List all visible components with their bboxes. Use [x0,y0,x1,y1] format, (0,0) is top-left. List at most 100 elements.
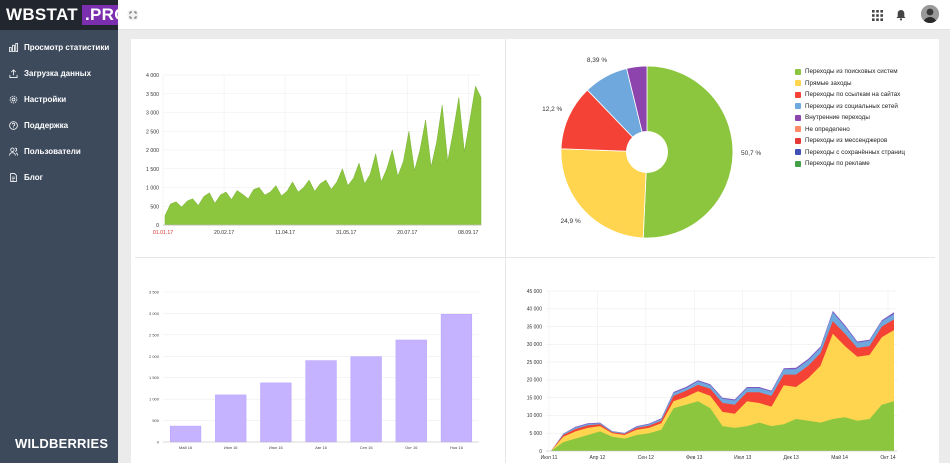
traffic-sources-pie-chart [560,65,734,239]
legend-label: Внутренние переходы [805,114,870,122]
visits-area [164,85,482,226]
legend-checkbox[interactable] [795,149,801,156]
sidebar-item-label: Просмотр статистики [24,42,110,52]
legend-item[interactable]: Не определено [795,124,905,136]
pie-slice [560,89,648,153]
bar [350,356,382,443]
bar [305,360,337,443]
y-tick-label: 1 000 [146,186,159,192]
stacked-area-green [551,401,894,451]
y-tick-label: 0 [539,449,542,455]
x-tick-label: Авг 16 [315,445,328,450]
legend-item[interactable]: Переходы из поисковых систем [795,66,905,78]
legend-item[interactable]: Переходы с сохранённых страниц [795,147,905,159]
x-tick-label: Окт 14 [880,455,896,461]
sidebar-item-blog[interactable]: Блог [0,164,118,190]
legend-label: Переходы из социальных сетей [805,102,898,110]
dashboard-panel: 0 500 1 000 1 500 2 000 2 500 3 000 3 500 4 000 0… [131,39,939,463]
sidebar-item-settings[interactable]: Настройки [0,86,118,112]
y-tick-label: 3 000 [149,311,160,316]
x-tick-label: 11.04.17 [275,230,295,236]
vertical-divider [505,39,506,463]
pie-slice [626,65,648,153]
topbar [118,0,950,30]
x-tick-label: Июл 16 [269,445,283,450]
upload-icon [9,68,18,78]
x-tick-label: 31.05.17 [336,230,356,236]
x-tick-label: Июн 16 [224,445,238,450]
pie-slice-label: 50,7 % [740,150,762,158]
apps-grid-icon[interactable] [872,10,883,21]
legend-checkbox[interactable] [795,103,801,110]
x-tick-label: 08.09.17 [458,230,478,236]
y-tick-label: 2 000 [146,148,159,154]
bar [215,394,247,443]
y-tick-label: 3 500 [149,290,160,295]
y-tick-label: 3 500 [146,92,159,98]
visits-area-chart: 0 500 1 000 1 500 2 000 2 500 3 000 3 500 4 000 0… [146,73,482,236]
pie-legend: Переходы из поисковых систем Прямые заход… [795,66,905,170]
legend-checkbox[interactable] [795,160,801,167]
bar-chart-icon [9,42,18,52]
help-icon [9,120,18,130]
y-tick-label: 45 000 [527,289,543,295]
fullscreen-icon[interactable] [127,9,139,21]
logo[interactable]: WBSTAT .PRO [0,0,131,30]
sidebar-item-upload[interactable]: Загрузка данных [0,60,118,86]
sidebar-item-users[interactable]: Пользователи [0,138,118,164]
x-tick-label: Июл 13 [734,455,751,461]
y-tick-label: 25 000 [527,360,543,366]
legend-checkbox[interactable] [795,114,801,121]
legend-label: Переходы по ссылкам на сайтах [805,91,901,99]
stacked-area-chart: 0 5 000 10 000 15 000 20 000 25 000 30 000 35 0… [527,289,897,461]
y-tick-label: 2 500 [146,129,159,135]
avatar[interactable] [921,5,939,23]
bar [260,382,292,443]
legend-label: Не определено [805,125,850,133]
legend-item[interactable]: Переходы по ссылкам на сайтах [795,89,905,101]
legend-item[interactable]: Переходы из мессенджеров [795,135,905,147]
sidebar-item-statistics[interactable]: Просмотр статистики [0,34,118,60]
legend-item[interactable]: Переходы по рекламе [795,158,905,170]
legend-item[interactable]: Внутренние переходы [795,112,905,124]
y-tick-label: 15 000 [527,395,543,401]
x-tick-label: Окт 16 [405,445,418,450]
horizontal-divider [135,257,935,258]
pie-slice-label: 8,39 % [586,56,608,64]
x-tick-label: Апр 12 [590,455,606,461]
bar [169,425,202,443]
stacked-area-yellow [551,330,894,451]
pie-slice-label: 12,2 % [542,105,563,113]
y-tick-label: 10 000 [527,413,543,419]
legend-checkbox[interactable] [795,137,801,144]
bar [395,339,427,443]
x-tick-label: 20.07.17 [397,230,417,236]
y-tick-label: 4 000 [146,73,159,79]
y-tick-label: 500 [152,418,159,423]
legend-label: Прямые заходы [805,79,852,87]
users-icon [9,147,18,156]
legend-checkbox[interactable] [795,80,801,87]
logo-main: WBSTAT [6,5,78,24]
sidebar: WBSTAT .PRO Просмотр статистики Загрузка … [0,0,131,463]
sidebar-item-label: Загрузка данных [24,68,92,78]
pie-slice [560,148,648,239]
legend-item[interactable]: Прямые заходы [795,78,905,90]
legend-label: Переходы из мессенджеров [805,137,888,145]
sidebar-item-label: Блог [24,172,43,182]
y-tick-label: 2 500 [149,332,160,337]
y-tick-label: 3 000 [146,111,159,117]
legend-label: Переходы с сохранённых страниц [805,148,905,156]
sidebar-nav: Просмотр статистики Загрузка данных Наст… [0,34,118,190]
bell-icon[interactable] [895,9,907,21]
sidebar-item-label: Пользователи [24,146,81,156]
avatar-image [921,5,939,23]
y-tick-label: 5 000 [529,431,542,437]
legend-checkbox[interactable] [795,91,801,98]
x-tick-label: 01.01.17 [153,230,173,236]
legend-item[interactable]: Переходы из социальных сетей [795,101,905,113]
pie-slice [642,65,734,239]
sidebar-item-support[interactable]: Поддержка [0,112,118,138]
legend-checkbox[interactable] [795,68,801,75]
legend-checkbox[interactable] [795,126,801,133]
